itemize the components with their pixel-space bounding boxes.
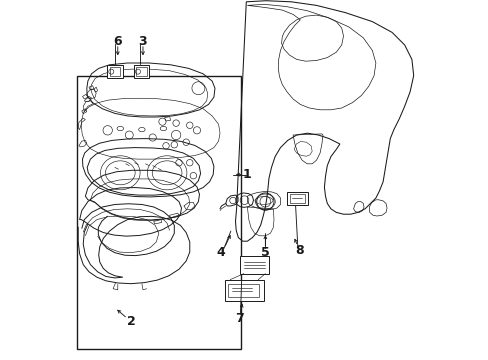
Text: 8: 8 [294,244,303,257]
Bar [107,65,122,78]
Bar [289,194,305,203]
Bar [77,76,241,349]
Text: 6: 6 [113,35,122,48]
Bar [228,284,259,297]
Bar [109,67,120,76]
Text: 1: 1 [243,168,251,181]
Bar [286,192,307,205]
Bar [136,67,146,76]
Text: 4: 4 [216,246,225,258]
Bar [224,280,263,301]
Text: 3: 3 [139,35,147,48]
Text: 7: 7 [234,312,243,325]
Text: 5: 5 [261,246,269,258]
Text: 2: 2 [126,315,135,328]
Bar [133,65,149,78]
Bar [240,256,268,274]
